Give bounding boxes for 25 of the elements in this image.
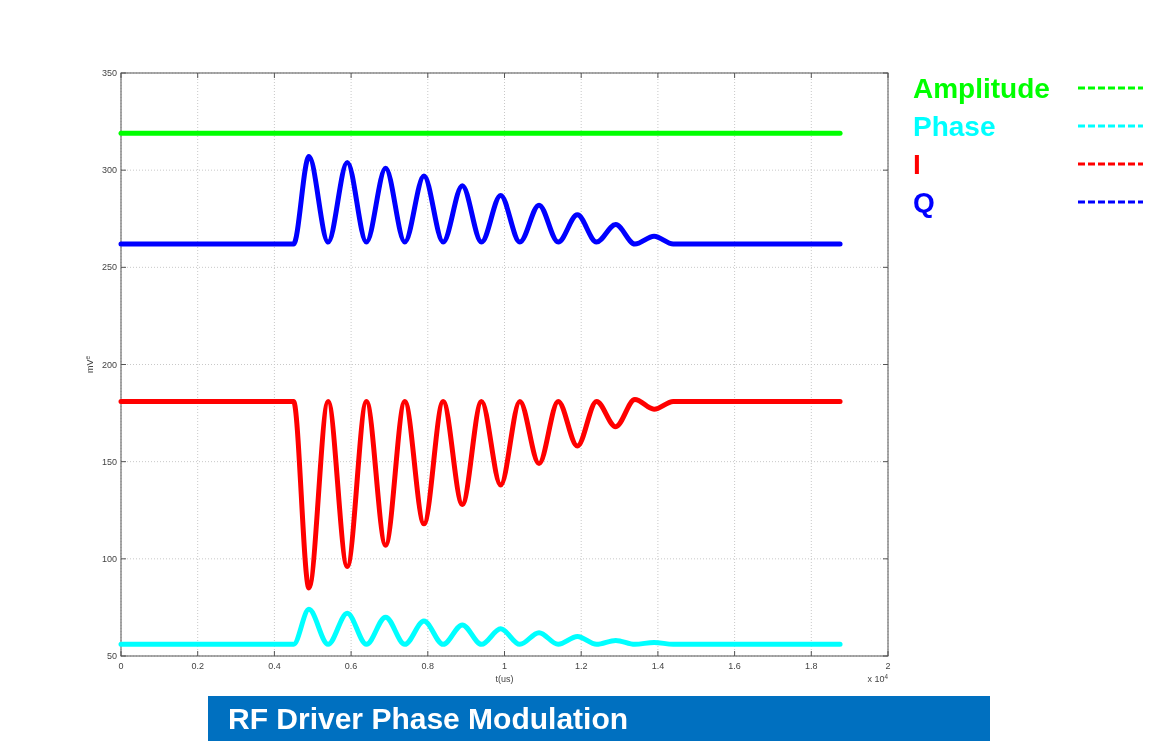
y-tick-label: 150 xyxy=(101,456,117,467)
x-tick-label: 1 xyxy=(501,661,508,671)
text: Amplitude xyxy=(913,73,1050,104)
x-tick-label: 2 xyxy=(885,661,891,671)
x-tick-label: 1.8 xyxy=(805,661,818,671)
x-tick-label: 0.8 xyxy=(421,661,435,671)
x-tick-label: 0.2 xyxy=(191,661,204,671)
x-tick-label: 1.4 xyxy=(651,661,665,671)
y-tick-label: 100 xyxy=(101,553,117,564)
x-tick-label: 0.6 xyxy=(344,661,358,671)
x-axis-title: t(us) xyxy=(495,674,514,684)
y-tick-label: 250 xyxy=(101,262,117,273)
x-tick-label: 1.2 xyxy=(574,661,588,671)
text: I xyxy=(913,149,921,180)
x-tick-label: 1.6 xyxy=(728,661,741,671)
y-tick-label: 50 xyxy=(106,651,117,661)
text: Q xyxy=(913,187,935,218)
y-tick-label: 350 xyxy=(101,68,117,78)
y-tick-label: 300 xyxy=(101,165,117,176)
x-tick-label: 0.4 xyxy=(268,661,281,671)
text: x 10$^{4}$ xyxy=(867,672,889,684)
x-tick-label: 0 xyxy=(118,661,124,671)
text: Phase xyxy=(913,111,996,142)
text: RF Driver Phase Modulation xyxy=(228,702,629,735)
y-tick-label: 200 xyxy=(101,359,117,370)
